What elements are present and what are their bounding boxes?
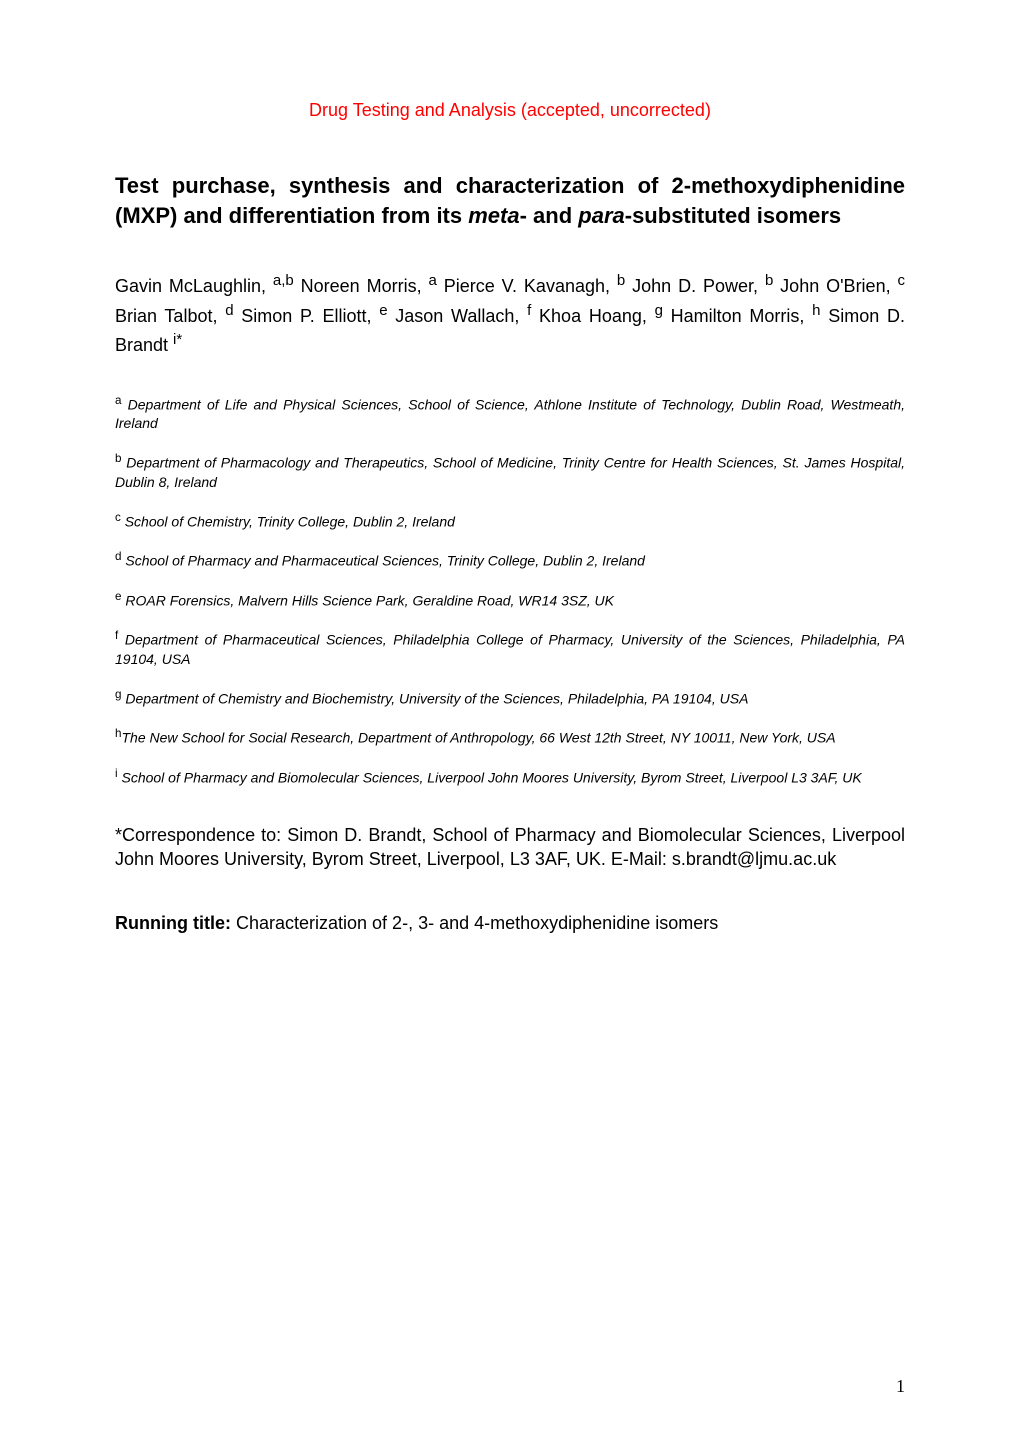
- affiliation-b: b Department of Pharmacology and Therape…: [115, 451, 905, 491]
- author-list: Gavin McLaughlin, a,b Noreen Morris, a P…: [115, 270, 905, 358]
- affil-text: Department of Pharmacology and Therapeut…: [115, 455, 905, 490]
- title-ital-meta: meta: [468, 203, 519, 228]
- running-title-label: Running title:: [115, 913, 231, 933]
- author-sup: g: [655, 302, 663, 319]
- author-sup: i*: [173, 331, 182, 348]
- author-sup: c: [897, 272, 905, 289]
- affiliation-e: e ROAR Forensics, Malvern Hills Science …: [115, 589, 905, 611]
- author-name: Noreen Morris,: [294, 276, 429, 296]
- running-title-text: Characterization of 2-, 3- and 4-methoxy…: [231, 913, 718, 933]
- affil-text: School of Chemistry, Trinity College, Du…: [121, 513, 455, 529]
- title-mid: - and: [520, 203, 579, 228]
- affil-text: School of Pharmacy and Pharmaceutical Sc…: [121, 553, 644, 569]
- affil-text: Department of Chemistry and Biochemistry…: [121, 691, 748, 707]
- author-name: Simon P. Elliott,: [234, 306, 380, 326]
- journal-line: Drug Testing and Analysis (accepted, unc…: [115, 100, 905, 121]
- author-sup: d: [225, 302, 233, 319]
- affiliation-c: c School of Chemistry, Trinity College, …: [115, 510, 905, 532]
- author-sup: h: [812, 302, 820, 319]
- affil-text: The New School for Social Research, Depa…: [121, 730, 835, 746]
- author-sup: b: [617, 272, 625, 289]
- author-name: Pierce V. Kavanagh,: [437, 276, 617, 296]
- author-name: Jason Wallach,: [388, 306, 528, 326]
- page: Drug Testing and Analysis (accepted, unc…: [0, 0, 1020, 1442]
- page-number: 1: [896, 1376, 905, 1397]
- author-name: Khoa Hoang,: [531, 306, 654, 326]
- author-name: Brian Talbot,: [115, 306, 225, 326]
- correspondence: *Correspondence to: Simon D. Brandt, Sch…: [115, 823, 905, 872]
- author-name: Hamilton Morris,: [663, 306, 812, 326]
- affiliation-a: a Department of Life and Physical Scienc…: [115, 393, 905, 433]
- affil-text: ROAR Forensics, Malvern Hills Science Pa…: [121, 593, 614, 609]
- affiliation-f: f Department of Pharmaceutical Sciences,…: [115, 628, 905, 668]
- affiliation-i: i School of Pharmacy and Biomolecular Sc…: [115, 766, 905, 788]
- author-name: John D. Power,: [625, 276, 765, 296]
- author-sup: e: [379, 302, 387, 319]
- affiliation-h: hThe New School for Social Research, Dep…: [115, 726, 905, 748]
- title-post: -substituted isomers: [625, 203, 841, 228]
- affil-text: Department of Life and Physical Sciences…: [115, 397, 905, 432]
- author-sup: a: [429, 272, 437, 289]
- affiliation-d: d School of Pharmacy and Pharmaceutical …: [115, 549, 905, 571]
- author-name: Gavin McLaughlin,: [115, 276, 273, 296]
- affil-text: Department of Pharmaceutical Sciences, P…: [115, 632, 905, 667]
- running-title: Running title: Characterization of 2-, 3…: [115, 911, 905, 935]
- journal-text: Drug Testing and Analysis (accepted, unc…: [309, 100, 711, 120]
- paper-title: Test purchase, synthesis and characteriz…: [115, 171, 905, 230]
- affil-text: School of Pharmacy and Biomolecular Scie…: [118, 770, 862, 786]
- author-sup: a,b: [273, 272, 294, 289]
- author-name: John O'Brien,: [773, 276, 897, 296]
- title-ital-para: para: [578, 203, 624, 228]
- affiliation-g: g Department of Chemistry and Biochemist…: [115, 687, 905, 709]
